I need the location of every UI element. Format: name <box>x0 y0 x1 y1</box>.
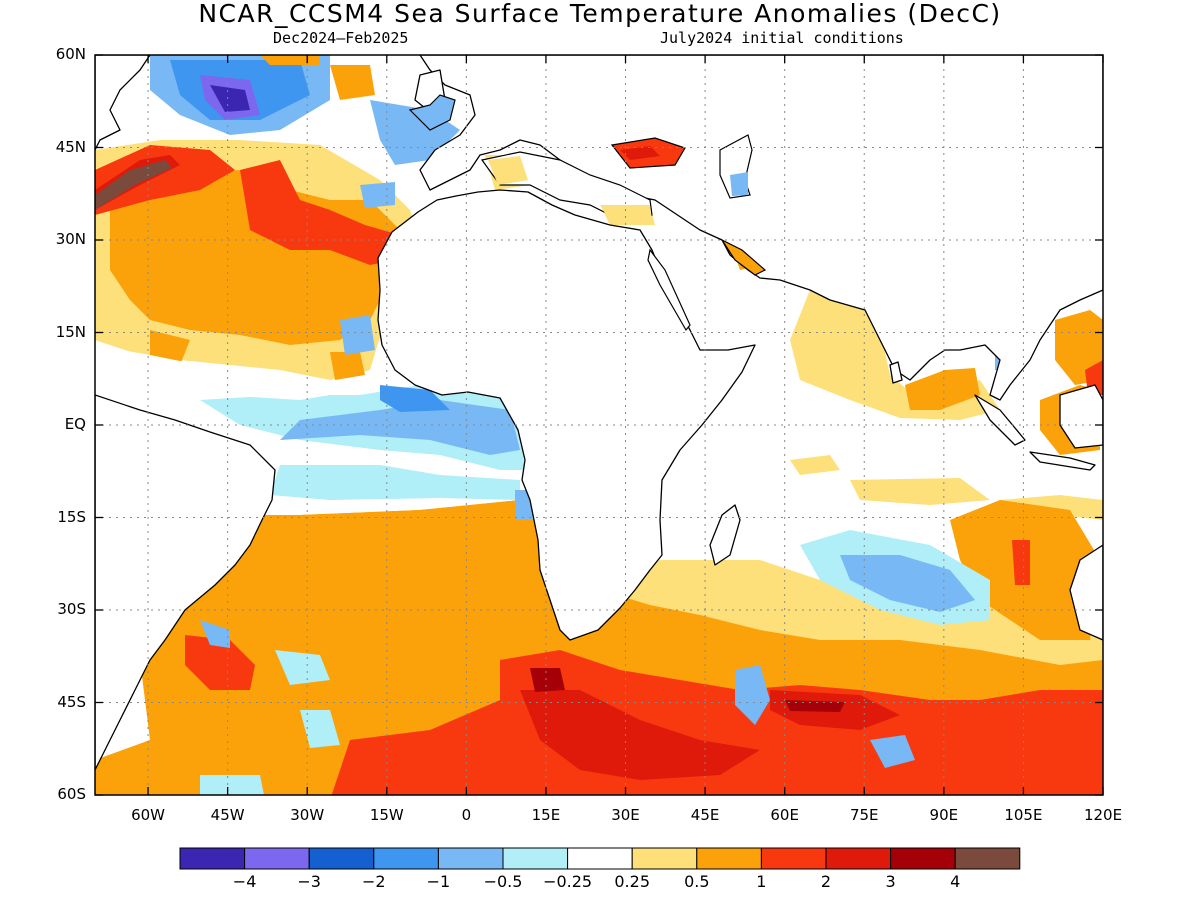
colorbar-label: 1 <box>756 872 767 891</box>
colorbar-label: 0.5 <box>684 872 710 891</box>
colorbar-label: 4 <box>950 872 961 891</box>
colorbar-swatch <box>890 847 956 870</box>
latitude-label: 60N <box>55 45 86 63</box>
longitude-label: 30W <box>290 806 325 824</box>
axis-ticks <box>95 54 1104 796</box>
colorbar-label: −3 <box>297 872 321 891</box>
colorbar-swatch <box>567 847 633 870</box>
colorbar-swatch <box>437 847 504 870</box>
north-america-coastline <box>95 55 151 151</box>
longitude-label: 15W <box>369 806 404 824</box>
colorbar-swatch <box>954 847 1021 870</box>
latitude-label: EQ <box>64 415 86 433</box>
colorbar-swatch <box>825 847 892 870</box>
latitude-label: 15S <box>57 507 86 526</box>
borneo-coastline <box>1059 384 1103 449</box>
colorbar-label: −0.25 <box>543 872 593 891</box>
longitude-label: 105E <box>1004 806 1043 824</box>
latitude-label: 15N <box>55 322 86 341</box>
longitude-label: 60E <box>770 806 799 824</box>
longitude-label: 45W <box>210 806 245 824</box>
longitude-label: 75E <box>849 806 879 824</box>
graticule <box>95 55 1103 795</box>
season-subtitle: Dec2024–Feb2025 <box>273 29 409 47</box>
madagascar-coastline <box>709 504 741 566</box>
longitude-label: 90E <box>929 806 959 824</box>
colorbar-label: 2 <box>820 872 832 891</box>
longitude-label: 30E <box>611 806 640 824</box>
latitude-label: 30N <box>55 230 86 248</box>
colorbar-label: 0.25 <box>614 872 650 891</box>
colorbar-label: −2 <box>362 872 386 891</box>
land-masses <box>95 55 1103 771</box>
java-coastline <box>1029 451 1096 471</box>
colorbar-label: −1 <box>426 872 451 891</box>
africa-coastline <box>377 189 756 641</box>
sumatra-coastline <box>974 394 1026 446</box>
sri-lanka-coastline <box>889 361 903 384</box>
colorbar-swatch <box>696 847 762 870</box>
initial-conditions-subtitle: July2024 initial conditions <box>660 29 904 47</box>
longitude-label: 45E <box>690 806 720 824</box>
colorbar-swatch <box>244 847 310 870</box>
colorbar-label: −0.5 <box>483 872 523 891</box>
colorbar-swatch <box>179 847 246 870</box>
latitude-label: 60S <box>57 785 86 803</box>
longitude-label: 0 <box>461 806 472 824</box>
longitude-label: 60W <box>131 806 165 824</box>
latitude-label: 45S <box>57 692 86 711</box>
colorbar-label: 3 <box>885 872 896 891</box>
latitude-label: 45N <box>55 137 86 156</box>
colorbar-label: −4 <box>232 872 257 891</box>
longitude-label: 15E <box>531 806 561 824</box>
colorbar-swatch <box>502 847 569 870</box>
latitude-label: 30S <box>57 600 86 618</box>
colorbar-swatch <box>631 847 698 870</box>
colorbar-swatch <box>308 847 375 870</box>
inland-seas <box>408 94 767 332</box>
colorbar-swatch <box>760 847 827 870</box>
colorbar <box>179 847 1021 870</box>
longitude-label: 120E <box>1083 806 1123 824</box>
colorbar-swatch <box>373 847 439 870</box>
map-title: NCAR_CCSM4 Sea Surface Temperature Anoma… <box>198 0 1002 28</box>
south-america-coastline <box>95 394 276 771</box>
